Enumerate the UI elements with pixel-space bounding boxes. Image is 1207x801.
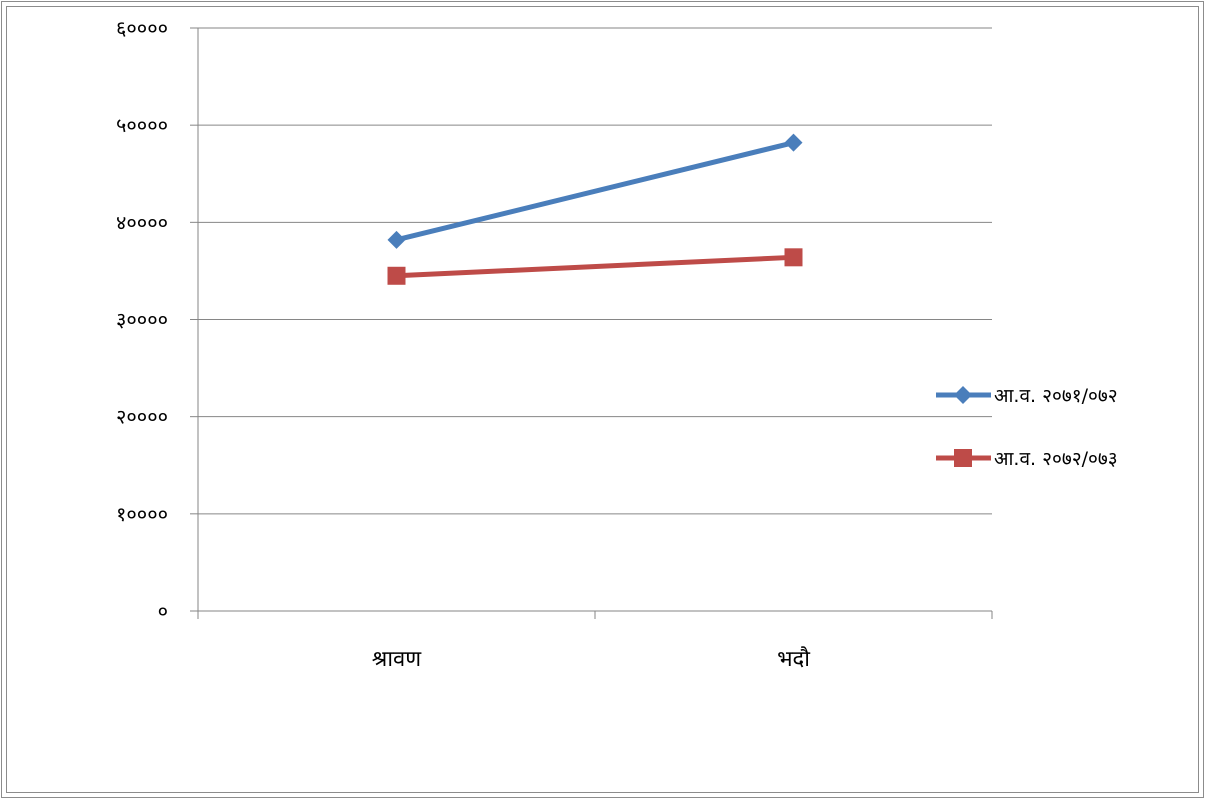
data-point-square <box>784 248 803 267</box>
chart-frame-inner <box>6 6 1199 793</box>
data-point-diamond <box>954 386 972 404</box>
x-category-label: भदौ <box>777 646 810 672</box>
data-point-square <box>954 449 972 467</box>
x-category-label: श्रावण <box>372 647 423 672</box>
legend-label: आ.व. २०७१/०७२ <box>994 385 1118 407</box>
y-tick-label: ३०००० <box>116 308 168 332</box>
y-tick-label: ६०००० <box>116 16 168 40</box>
y-tick-label: १०००० <box>116 502 168 526</box>
y-tick-label: ० <box>158 599 168 623</box>
series-line <box>396 254 794 279</box>
y-tick-label: २०००० <box>116 405 168 429</box>
data-point-diamond <box>784 133 803 152</box>
legend-label: आ.व. २०७२/०७३ <box>994 448 1118 470</box>
y-tick-label: ४०००० <box>116 210 168 234</box>
y-tick-label: ५०००० <box>116 113 168 137</box>
data-point-diamond <box>387 230 406 249</box>
data-point-square <box>387 266 406 285</box>
series-line <box>395 140 795 243</box>
